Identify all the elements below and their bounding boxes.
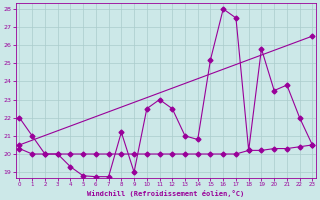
X-axis label: Windchill (Refroidissement éolien,°C): Windchill (Refroidissement éolien,°C) xyxy=(87,190,244,197)
